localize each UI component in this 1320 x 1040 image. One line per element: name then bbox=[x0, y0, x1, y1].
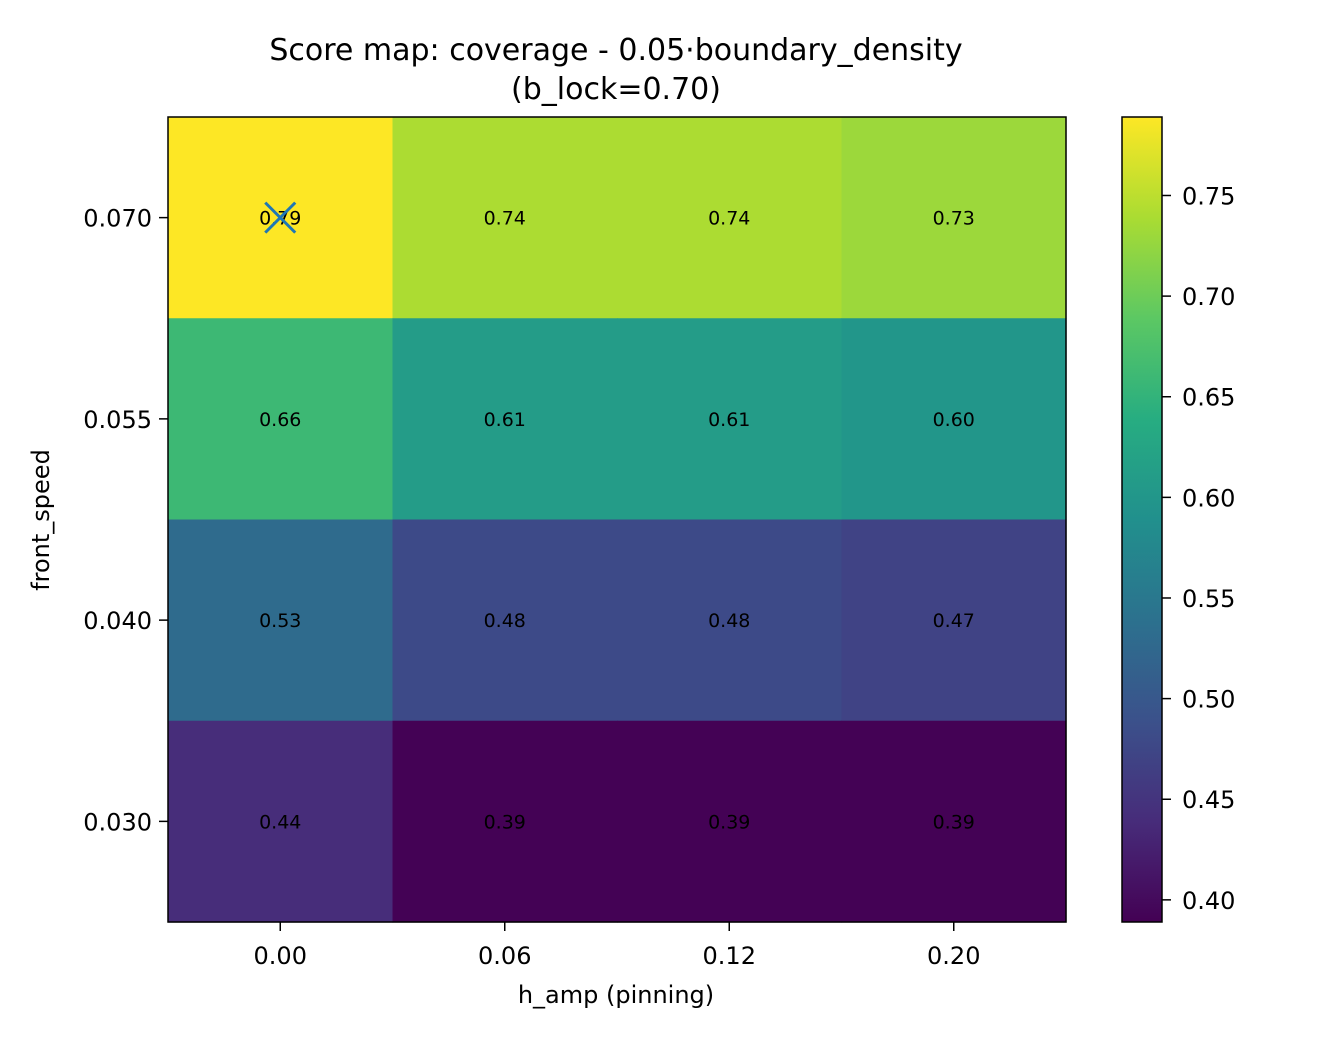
heatmap-cell bbox=[617, 519, 843, 722]
colorbar-tick-label: 0.45 bbox=[1182, 786, 1235, 814]
cell-value-label: 0.60 bbox=[933, 409, 975, 431]
heatmap-cell bbox=[841, 117, 1067, 319]
cell-value-label: 0.39 bbox=[933, 811, 975, 833]
heatmap-cell bbox=[392, 519, 618, 722]
cell-value-label: 0.74 bbox=[708, 208, 750, 230]
colorbar-tick-label: 0.75 bbox=[1182, 182, 1235, 210]
colorbar-ticks: 0.40 0.45 0.50 0.55 0.60 0.65 0.70 0.75 bbox=[1162, 182, 1235, 915]
colorbar-tick-label: 0.70 bbox=[1182, 283, 1235, 311]
heatmap-cell bbox=[392, 117, 618, 319]
cell-value-label: 0.61 bbox=[708, 409, 750, 431]
cell-value-label: 0.44 bbox=[259, 811, 301, 833]
cell-value-label: 0.66 bbox=[259, 409, 301, 431]
colorbar-tick-label: 0.50 bbox=[1182, 686, 1235, 714]
heatmap-cell bbox=[841, 519, 1067, 722]
x-axis-ticks: 0.00 0.06 0.12 0.20 bbox=[254, 922, 980, 970]
heatmap-cell bbox=[841, 720, 1067, 923]
colorbar-tick-label: 0.60 bbox=[1182, 484, 1235, 512]
x-tick-label: 0.12 bbox=[703, 942, 756, 970]
cell-value-label: 0.74 bbox=[484, 208, 526, 230]
y-axis-ticks: 0.070 0.055 0.040 0.030 bbox=[83, 205, 168, 836]
heatmap-cell bbox=[617, 117, 843, 319]
y-axis-label: front_speed bbox=[27, 449, 55, 591]
y-tick-label: 0.070 bbox=[83, 205, 152, 233]
heatmap-cell bbox=[168, 318, 394, 521]
cell-value-label: 0.39 bbox=[484, 811, 526, 833]
cell-value-label: 0.61 bbox=[484, 409, 526, 431]
cell-value-label: 0.53 bbox=[259, 610, 301, 632]
y-tick-label: 0.030 bbox=[83, 808, 152, 836]
heatmap-cell bbox=[617, 318, 843, 521]
colorbar bbox=[1121, 116, 1163, 923]
colorbar-tick-label: 0.55 bbox=[1182, 585, 1235, 613]
heatmap-cell bbox=[168, 720, 394, 923]
heatmap-cell bbox=[392, 318, 618, 521]
y-tick-label: 0.055 bbox=[83, 406, 152, 434]
plot-frame bbox=[167, 116, 1067, 923]
cell-value-label: 0.47 bbox=[933, 610, 975, 632]
colorbar-tick-label: 0.40 bbox=[1182, 887, 1235, 915]
best-marker-stroke bbox=[264, 201, 297, 234]
cell-value-label: 0.73 bbox=[933, 208, 975, 230]
x-tick-label: 0.06 bbox=[478, 942, 531, 970]
chart-title-line1: Score map: coverage - 0.05·boundary_dens… bbox=[269, 33, 962, 68]
colorbar-tick-label: 0.65 bbox=[1182, 384, 1235, 412]
y-tick-label: 0.040 bbox=[83, 607, 152, 635]
heatmap-cells bbox=[168, 117, 1067, 923]
heatmap-cell-labels: 0.790.740.740.730.660.610.610.600.530.48… bbox=[259, 208, 975, 834]
x-axis-label: h_amp (pinning) bbox=[518, 981, 714, 1009]
best-marker bbox=[264, 201, 297, 234]
x-tick-label: 0.20 bbox=[927, 942, 980, 970]
heatmap-cell bbox=[617, 720, 843, 923]
cell-value-label: 0.48 bbox=[484, 610, 526, 632]
x-tick-label: 0.00 bbox=[254, 942, 307, 970]
chart-title-line2: (b_lock=0.70) bbox=[511, 72, 721, 107]
cell-value-label: 0.39 bbox=[708, 811, 750, 833]
heatmap-cell bbox=[841, 318, 1067, 521]
heatmap-cell bbox=[392, 720, 618, 923]
heatmap-cell bbox=[168, 519, 394, 722]
cell-value-label: 0.48 bbox=[708, 610, 750, 632]
